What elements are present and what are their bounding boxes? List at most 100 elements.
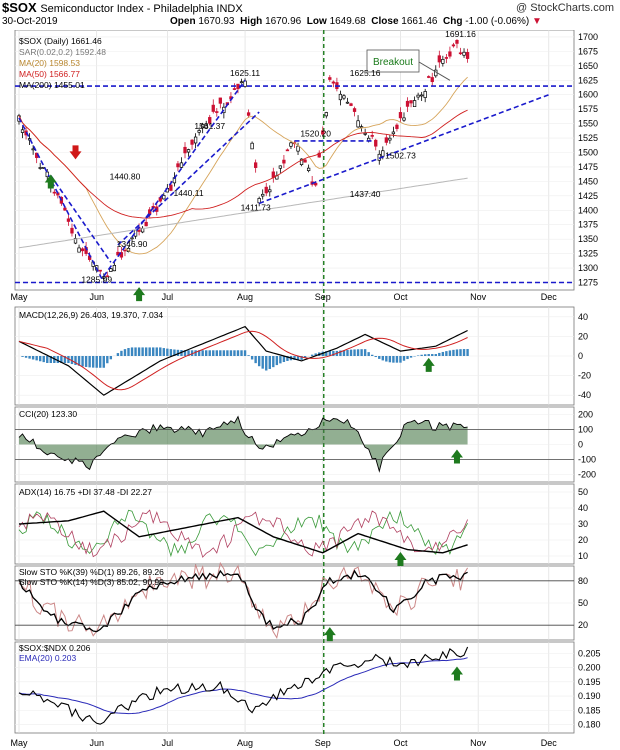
chart-date: 30-Oct-2019 — [2, 16, 58, 27]
macd-histogram-bar — [409, 356, 413, 358]
candle-body — [455, 39, 459, 44]
x-axis-label: Nov — [470, 292, 487, 302]
macd-histogram-bar — [70, 356, 74, 365]
macd-histogram-bar — [176, 349, 180, 356]
macd-histogram-bar — [21, 356, 24, 357]
open-value: 1670.93 — [198, 16, 235, 27]
macd-histogram-bar — [215, 350, 218, 356]
candle-body — [20, 129, 25, 133]
candle-body — [299, 158, 304, 166]
macd-histogram-bar — [194, 350, 197, 356]
x-axis-label: Nov — [470, 738, 487, 748]
downtrend-line-2 — [50, 175, 112, 263]
candle-body — [109, 268, 113, 272]
ratio-tick-label: 0.200 — [578, 663, 601, 673]
candle-body — [246, 112, 251, 116]
price-tick-label: 1575 — [578, 104, 598, 114]
candle-body — [321, 130, 325, 135]
high-label: High — [240, 16, 263, 27]
macd-histogram-bar — [250, 356, 254, 360]
source-label[interactable]: @ StockCharts.com — [516, 2, 614, 14]
panel-frame-price — [14, 30, 575, 291]
cci-tick-label: 200 — [578, 410, 593, 420]
macd-histogram-bar — [183, 350, 187, 356]
macd-histogram-bar — [134, 347, 137, 356]
macd-histogram-bar — [236, 350, 240, 356]
x-axis-label: May — [10, 292, 28, 302]
macd-histogram-bar — [282, 356, 286, 362]
ma200-line — [18, 177, 468, 249]
open-label: Open — [170, 16, 196, 27]
macd-tick-label: -40 — [578, 390, 591, 400]
price-tick-label: 1600 — [578, 90, 598, 100]
green-up-arrow-icon — [422, 357, 435, 372]
macd-histogram-bar — [208, 350, 211, 356]
green-up-arrow-icon — [133, 287, 146, 302]
slow-sto-39-line — [18, 569, 468, 633]
macd-histogram-bar — [349, 349, 353, 356]
candle-body — [314, 182, 318, 186]
macd-histogram-bar — [88, 356, 91, 368]
candle-body — [427, 76, 431, 78]
price-tick-label: 1450 — [578, 176, 598, 186]
chart-title: $SOX Semiconductor Index - Philadelphia … — [2, 0, 243, 15]
sto-legend: Slow STO %K(39) %D(1) 89.26, 89.26 — [19, 567, 164, 577]
macd-histogram-bar — [31, 356, 35, 360]
ma20-line — [18, 76, 468, 255]
candle-body — [80, 248, 85, 252]
macd-histogram-bar — [67, 356, 70, 363]
price-annotation: 1440.80 — [110, 172, 141, 182]
x-axis-label: Oct — [393, 738, 408, 748]
ratio-ema-legend: EMA(20) 0.203 — [19, 653, 76, 663]
macd-histogram-bar — [127, 347, 130, 356]
candle-body — [363, 132, 367, 135]
close-value: 1661.46 — [401, 16, 438, 27]
macd-histogram-bar — [180, 350, 183, 356]
high-value: 1670.96 — [265, 16, 302, 27]
macd-histogram-bar — [141, 347, 144, 356]
price-tick-label: 1400 — [578, 205, 598, 215]
symbol: $SOX — [2, 0, 37, 15]
price-annotation: 1625.11 — [230, 68, 260, 78]
macd-histogram-bar — [155, 347, 158, 356]
panel-frame-ratio — [14, 641, 575, 734]
price-tick-label: 1375 — [578, 220, 598, 230]
macd-histogram-bar — [144, 347, 148, 356]
macd-histogram-bar — [420, 354, 423, 356]
candle-body — [285, 149, 290, 152]
chg-value: -1.00 (-0.06%) — [465, 16, 530, 27]
price-annotation: 1502.73 — [385, 150, 416, 160]
candle-body — [144, 221, 148, 227]
macd-histogram-bar — [314, 353, 317, 356]
macd-histogram-bar — [268, 356, 271, 369]
ratio-legend: $SOX:$NDX 0.206 — [19, 643, 91, 653]
cci-tick-label: -200 — [578, 470, 596, 480]
x-axis-label: Sep — [315, 292, 331, 302]
macd-histogram-bar — [152, 347, 155, 356]
candle-body — [352, 108, 357, 112]
candle-body — [123, 249, 127, 252]
candle-body — [45, 171, 49, 178]
candle-body — [381, 150, 385, 157]
breakout-annotation: Breakout — [373, 57, 413, 68]
macd-histogram-bar — [438, 352, 441, 356]
adx-tick-label: 50 — [578, 487, 588, 497]
candle-body — [324, 112, 328, 117]
macd-histogram-bar — [448, 350, 452, 356]
price-tick-label: 1425 — [578, 191, 598, 201]
macd-histogram-bar — [95, 356, 98, 368]
price-tick-label: 1700 — [578, 32, 598, 42]
price-annotation: 1520.20 — [300, 128, 331, 138]
macd-histogram-bar — [300, 356, 303, 360]
candle-body — [465, 52, 470, 59]
candle-body — [239, 81, 244, 84]
downtrend-line — [18, 117, 105, 283]
macd-histogram-bar — [279, 356, 282, 364]
macd-histogram-bar — [406, 356, 409, 360]
candle-body — [370, 135, 374, 137]
candle-body — [409, 100, 413, 104]
candle-body — [232, 88, 237, 90]
candle-body — [412, 100, 417, 107]
macd-histogram-bar — [356, 349, 360, 356]
candle-body — [416, 94, 420, 98]
